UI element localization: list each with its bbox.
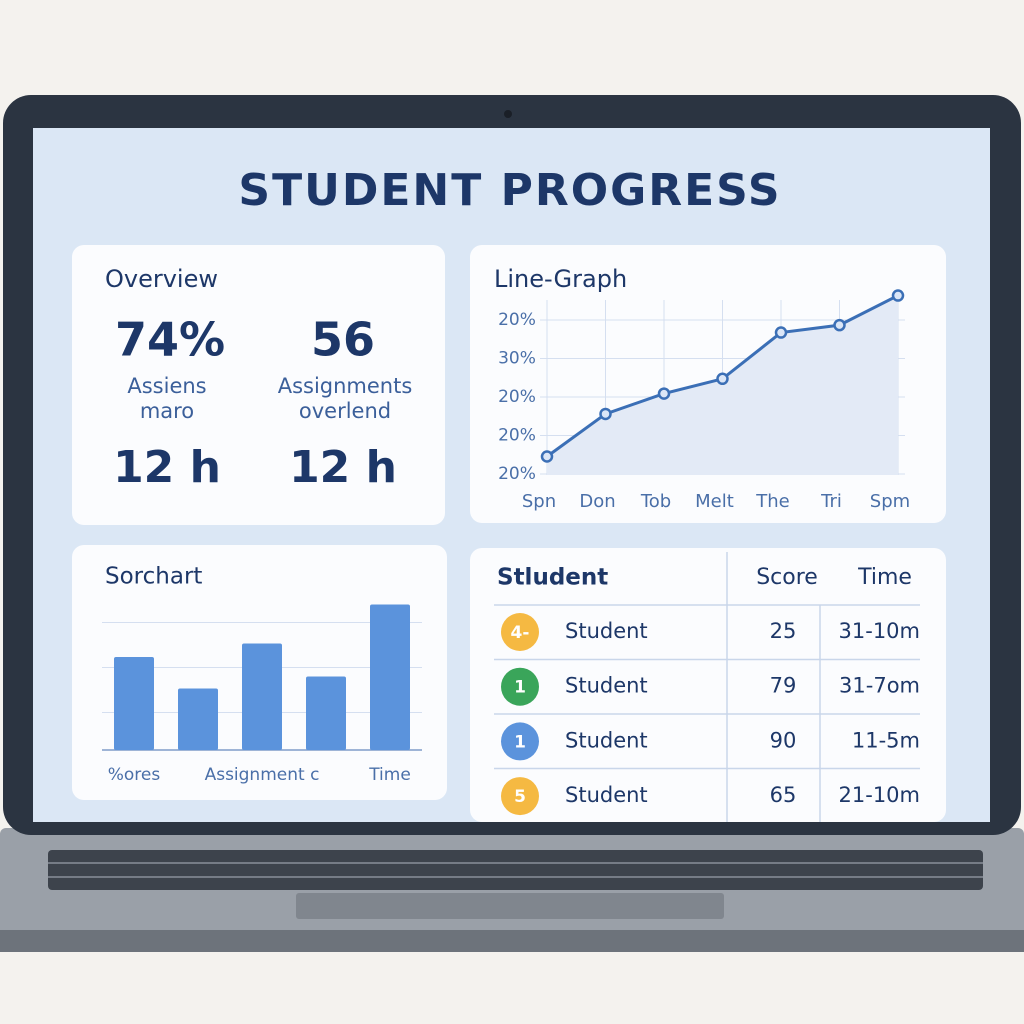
time: 31-7om	[839, 674, 920, 698]
x-tick-label: Spn	[522, 491, 556, 512]
badge	[501, 777, 539, 816]
badge-label: 1	[514, 732, 526, 752]
table-card	[470, 548, 946, 822]
trackpad	[296, 893, 724, 919]
line-point	[833, 318, 846, 332]
y-tick-label: 20%	[498, 387, 536, 407]
bar	[242, 643, 282, 750]
stat-label: overlend	[299, 399, 391, 423]
y-tick-label: 20%	[498, 464, 536, 484]
time: 21-10m	[839, 783, 920, 807]
time: 11-5m	[852, 728, 920, 752]
x-tick-label: Spm	[870, 491, 910, 512]
student-name: Student	[565, 619, 648, 643]
laptop-edge	[0, 930, 1024, 952]
student-name: Student	[565, 674, 648, 698]
bar-chart-title: Sorchart	[105, 564, 202, 590]
badge	[501, 667, 539, 706]
line-point	[657, 387, 671, 400]
x-tick-label: The	[755, 491, 789, 512]
stat-label: maro	[140, 399, 194, 423]
keyboard-keys	[48, 862, 983, 878]
student-name: Student	[565, 728, 648, 752]
y-tick-label: 30%	[498, 349, 536, 369]
line-point	[540, 450, 554, 463]
table: Stludent Score Time 4- Student 25 31-10m 1 Stude…	[494, 565, 920, 816]
line-area	[547, 295, 898, 475]
y-tick-label: 20%	[498, 426, 536, 446]
line-chart-title: Line-Graph	[494, 265, 627, 293]
stat-value: 74%	[115, 313, 225, 367]
x-tick-label: Assignment c	[205, 765, 320, 785]
line-point	[774, 326, 788, 339]
line-point	[599, 407, 612, 421]
x-tick-label: Tob	[640, 491, 671, 512]
bar	[114, 657, 154, 750]
x-tick-label: Don	[579, 491, 615, 512]
table-header: Stludent	[497, 565, 608, 591]
table-header: Score	[756, 565, 818, 590]
overview-title: Overview	[105, 265, 218, 293]
x-tick-label: Tri	[820, 491, 842, 512]
bar	[306, 676, 346, 750]
stat-value: 12 h	[113, 442, 221, 493]
x-tick-label: %ores	[108, 765, 161, 785]
camera	[504, 110, 512, 118]
bar	[178, 688, 218, 750]
badge-label: 5	[514, 787, 526, 807]
badge	[501, 613, 539, 651]
bar	[370, 604, 410, 750]
score: 65	[770, 783, 797, 807]
time: 31-10m	[839, 619, 920, 643]
badge-label: 4-	[511, 623, 530, 643]
student-name: Student	[565, 783, 648, 807]
y-tick-label: 20%	[498, 310, 536, 330]
score: 90	[770, 728, 797, 752]
stat-value: 12 h	[289, 442, 397, 493]
line-point	[716, 372, 729, 386]
dashboard-title: STUDENT PROGRESS	[238, 165, 781, 216]
stat-value: 56	[311, 313, 375, 367]
x-tick-label: Melt	[695, 491, 734, 512]
keyboard	[48, 850, 983, 890]
score: 25	[770, 619, 797, 643]
stat-label: Assignments	[278, 374, 413, 398]
stat-label: Assiens	[127, 374, 206, 398]
overview-card	[72, 245, 445, 525]
badge-label: 1	[514, 678, 526, 698]
score: 79	[770, 674, 797, 698]
badge	[501, 722, 539, 761]
line-point	[891, 289, 905, 302]
x-tick-label: Time	[368, 765, 411, 785]
table-header: Time	[857, 565, 912, 590]
